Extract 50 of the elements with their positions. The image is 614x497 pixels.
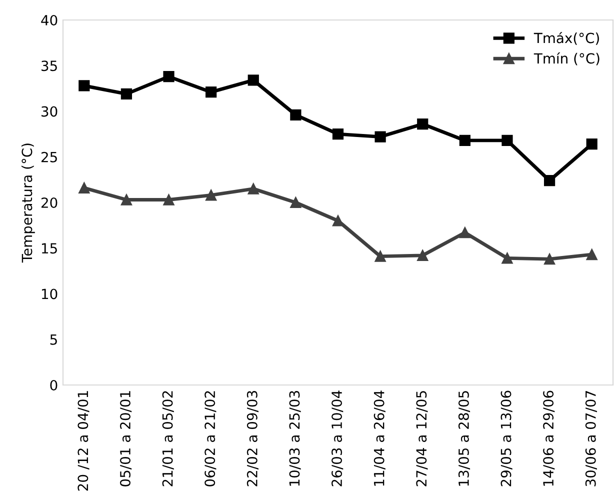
x-tick-label: 05/01 a 20/01 [120, 391, 132, 486]
point [248, 74, 259, 86]
x-tick-label: 26/03 a 10/04 [332, 390, 344, 486]
point [120, 194, 132, 206]
x-tick-label: 29/05 a 13/06 [500, 390, 512, 486]
point [417, 118, 428, 130]
y-tick-label: 25 [41, 152, 57, 162]
x-tick-label: 22/02 a 09/03 [246, 390, 259, 486]
y-tick-label: 20 [41, 197, 58, 208]
y-tick-label: 15 [42, 243, 57, 254]
point [544, 175, 556, 186]
point [206, 86, 217, 98]
point [544, 254, 556, 265]
x-tick-label: 30/06 a 07/07 [585, 391, 597, 486]
x-tick-label: 27/04 a 12/05 [416, 391, 428, 486]
y-axis-title: Temperatura (°C) [21, 144, 35, 263]
y-tick-label: 35 [42, 60, 57, 72]
x-tick-label: 11/04 a 26/04 [374, 390, 386, 486]
y-tick-label: 40 [41, 14, 58, 26]
point [206, 190, 217, 201]
point [163, 71, 174, 82]
legend-label: Tmáx(°C) [534, 32, 599, 45]
point [78, 80, 90, 92]
point [374, 250, 386, 262]
x-tick-label: 14/06 a 29/06 [543, 390, 555, 486]
point [248, 183, 259, 194]
x-tick-label: 20 /12 a 04/01 [78, 391, 90, 491]
y-tick-label: 0 [50, 380, 58, 390]
y-tick-label: 5 [50, 334, 57, 345]
point [586, 248, 598, 260]
point [459, 227, 470, 238]
point [502, 252, 513, 264]
point [290, 109, 302, 120]
x-tick-label: 13/05 a 28/05 [458, 391, 470, 486]
point [332, 128, 344, 140]
x-tick-label: 21/01 a 05/02 [162, 391, 174, 486]
y-tick-label: 30 [42, 106, 58, 117]
point [502, 134, 513, 146]
legend-label: Tmín (°C) [534, 52, 600, 66]
point [120, 88, 132, 100]
point [586, 138, 598, 150]
y-tick-label: 10 [42, 288, 58, 300]
point [290, 196, 302, 208]
point [459, 134, 470, 146]
point [374, 131, 386, 142]
point [163, 194, 174, 206]
x-tick-label: 10/03 a 25/03 [289, 390, 301, 486]
point [417, 250, 428, 261]
point [78, 182, 90, 194]
x-tick-label: 06/02 a 21/02 [204, 391, 216, 486]
